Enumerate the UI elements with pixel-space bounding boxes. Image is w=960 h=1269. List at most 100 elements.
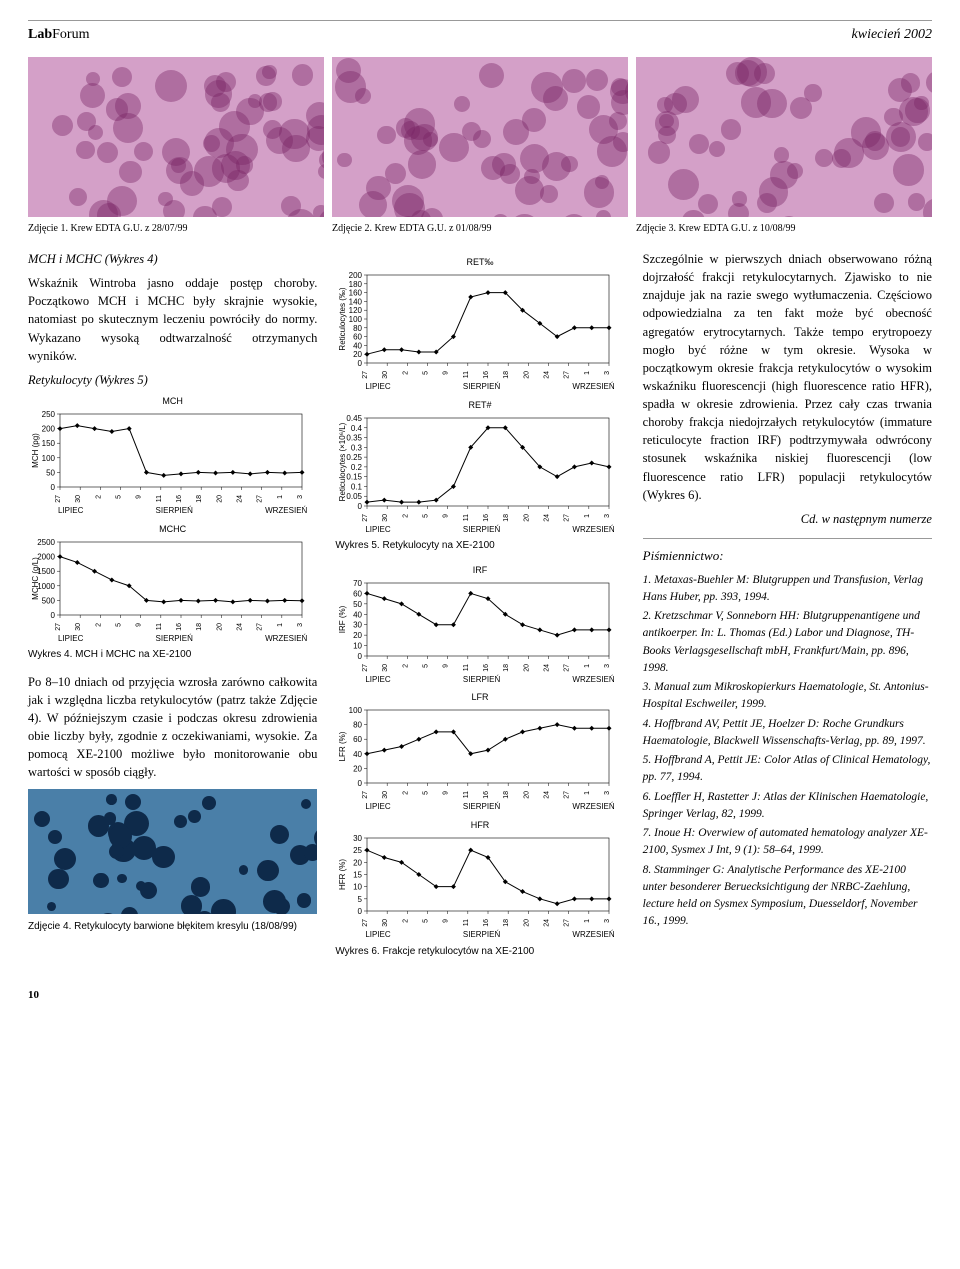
svg-text:140: 140: [349, 297, 363, 306]
svg-text:2: 2: [95, 622, 102, 626]
col1-heading1: MCH i MCHC (Wykres 4): [28, 250, 317, 268]
svg-text:18: 18: [503, 664, 510, 672]
m14: SIERPIEŃ: [463, 929, 500, 941]
svg-text:60: 60: [353, 589, 362, 598]
svg-text:1: 1: [584, 371, 591, 375]
svg-text:20: 20: [524, 514, 531, 522]
svg-text:200: 200: [42, 425, 56, 434]
svg-text:10: 10: [353, 883, 362, 892]
svg-text:16: 16: [176, 495, 183, 503]
svg-text:20: 20: [216, 495, 223, 503]
svg-text:27: 27: [362, 664, 369, 672]
svg-text:11: 11: [463, 919, 470, 926]
svg-text:16: 16: [483, 514, 490, 522]
mchc-chart-title: MCHC: [28, 523, 317, 536]
svg-text:27: 27: [362, 514, 369, 522]
svg-text:2: 2: [403, 371, 410, 375]
svg-text:Reticulocytes (‰): Reticulocytes (‰): [338, 287, 347, 350]
svg-text:40: 40: [353, 341, 362, 350]
svg-text:120: 120: [349, 306, 363, 315]
caption-1: Zdjęcie 1. Krew EDTA G.U. z 28/07/99: [28, 223, 324, 234]
svg-text:27: 27: [362, 919, 369, 927]
svg-text:1: 1: [584, 664, 591, 668]
svg-text:9: 9: [443, 791, 450, 795]
svg-text:1: 1: [584, 919, 591, 923]
svg-text:1: 1: [584, 791, 591, 795]
svg-text:0: 0: [358, 779, 363, 788]
chart-mchc: MCHC 05001000150020002500MCHC (g/L)27302…: [28, 523, 317, 645]
svg-text:Reticulocytes (×10⁶/L): Reticulocytes (×10⁶/L): [338, 422, 347, 501]
chart-lfr: LFR 020406080100LFR (%)27302591116182024…: [335, 691, 624, 813]
continued-next-issue: Cd. w następnym numerze: [643, 510, 932, 528]
references-list: 1. Metaxas-Buehler M: Blutgruppen und Tr…: [643, 572, 932, 931]
svg-text:11: 11: [156, 622, 163, 629]
svg-text:3: 3: [604, 371, 611, 375]
svg-text:18: 18: [503, 371, 510, 379]
svg-text:3: 3: [604, 919, 611, 923]
svg-text:10: 10: [353, 641, 362, 650]
col1-para3: Po 8–10 dniach od przyjęcia wzrosła zaró…: [28, 673, 317, 782]
svg-text:20: 20: [524, 791, 531, 799]
blood-smear-2: [332, 57, 628, 217]
lfr-months: LIPIEC SIERPIEŃ WRZESIEŃ: [335, 801, 624, 813]
svg-text:0.15: 0.15: [347, 472, 363, 481]
hfr-months: LIPIEC SIERPIEŃ WRZESIEŃ: [335, 929, 624, 941]
svg-text:2500: 2500: [37, 538, 55, 547]
svg-text:27: 27: [362, 791, 369, 799]
mch-months: LIPIEC SIERPIEŃ WRZESIEŃ: [28, 505, 317, 517]
caption-3: Zdjęcie 3. Krew EDTA G.U. z 10/08/99: [636, 223, 932, 234]
hfr-title: HFR: [335, 819, 624, 832]
svg-text:20: 20: [524, 371, 531, 379]
svg-text:9: 9: [443, 919, 450, 923]
svg-text:60: 60: [353, 333, 362, 342]
svg-text:30: 30: [353, 834, 362, 843]
m9: WRZESIEŃ: [572, 674, 614, 686]
svg-text:2: 2: [403, 919, 410, 923]
svg-text:2: 2: [403, 664, 410, 668]
m11: SIERPIEŃ: [463, 801, 500, 813]
svg-text:27: 27: [564, 371, 571, 379]
svg-text:20: 20: [524, 664, 531, 672]
reference-item: 4. Hoffbrand AV, Pettit JE, Hoelzer D: R…: [643, 716, 932, 751]
svg-text:24: 24: [237, 622, 244, 630]
svg-text:0.3: 0.3: [351, 443, 363, 452]
svg-text:180: 180: [349, 280, 363, 289]
month-aug2: SIERPIEŃ: [156, 633, 193, 645]
issue-date: kwiecień 2002: [852, 27, 932, 43]
page-header: LabForum kwiecień 2002: [28, 20, 932, 43]
svg-text:11: 11: [463, 371, 470, 378]
month-jul: LIPIEC: [58, 505, 83, 517]
svg-text:9: 9: [443, 371, 450, 375]
irf-months: LIPIEC SIERPIEŃ WRZESIEŃ: [335, 674, 624, 686]
svg-text:9: 9: [443, 664, 450, 668]
column-2: RET‰ 020406080100120140160180200Reticulo…: [335, 250, 624, 969]
svg-text:40: 40: [353, 750, 362, 759]
svg-text:20: 20: [216, 622, 223, 630]
svg-text:3: 3: [604, 664, 611, 668]
svg-text:20: 20: [353, 765, 362, 774]
svg-text:0.35: 0.35: [347, 433, 363, 442]
svg-text:250: 250: [42, 410, 56, 419]
svg-text:HFR (%): HFR (%): [338, 859, 347, 890]
caption-2: Zdjęcie 2. Krew EDTA G.U. z 01/08/99: [332, 223, 628, 234]
ret-hash-title: RET#: [335, 399, 624, 412]
chart-hfr: HFR 051015202530HFR (%)27302591116182024…: [335, 819, 624, 941]
month-jul2: LIPIEC: [58, 633, 83, 645]
main-columns: MCH i MCHC (Wykres 4) Wskaźnik Wintroba …: [28, 250, 932, 969]
brand-bold: Lab: [28, 27, 52, 42]
svg-text:20: 20: [353, 631, 362, 640]
m6: WRZESIEŃ: [572, 524, 614, 536]
svg-text:11: 11: [463, 514, 470, 521]
fig5-caption: Wykres 5. Retykulocyty na XE-2100: [335, 539, 624, 554]
svg-text:200: 200: [349, 271, 363, 280]
svg-text:30: 30: [382, 664, 389, 672]
svg-text:5: 5: [423, 664, 430, 668]
svg-text:0.2: 0.2: [351, 463, 363, 472]
svg-text:30: 30: [382, 514, 389, 522]
mchc-months: LIPIEC SIERPIEŃ WRZESIEŃ: [28, 633, 317, 645]
fig4-caption: Wykres 4. MCH i MCHC na XE-2100: [28, 648, 317, 663]
col1-para1: Wskaźnik Wintroba jasno oddaje postęp ch…: [28, 274, 317, 365]
svg-text:2: 2: [403, 791, 410, 795]
svg-text:0: 0: [358, 359, 363, 368]
chart-ret-hash: RET# 00.050.10.150.20.250.30.350.40.45Re…: [335, 399, 624, 536]
